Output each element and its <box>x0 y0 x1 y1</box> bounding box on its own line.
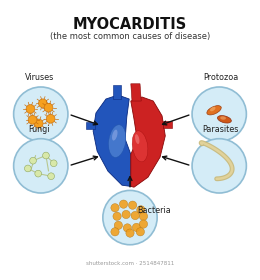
Circle shape <box>119 200 128 208</box>
Circle shape <box>192 139 246 193</box>
Circle shape <box>44 103 53 112</box>
Circle shape <box>46 115 55 123</box>
Circle shape <box>103 190 157 245</box>
Ellipse shape <box>108 125 126 157</box>
Circle shape <box>192 87 246 141</box>
Ellipse shape <box>220 116 226 120</box>
Circle shape <box>14 139 68 193</box>
Circle shape <box>50 160 57 167</box>
Circle shape <box>128 201 137 209</box>
Text: (the most common causes of disease): (the most common causes of disease) <box>50 32 210 41</box>
Circle shape <box>48 173 55 179</box>
Ellipse shape <box>217 116 231 123</box>
Text: Protozoa: Protozoa <box>203 73 238 82</box>
Circle shape <box>30 157 36 164</box>
Ellipse shape <box>135 134 139 144</box>
Circle shape <box>132 223 141 232</box>
Circle shape <box>137 206 145 214</box>
Polygon shape <box>131 97 165 187</box>
Ellipse shape <box>132 131 148 162</box>
Circle shape <box>111 228 119 236</box>
Circle shape <box>38 99 47 108</box>
Circle shape <box>139 212 148 220</box>
Circle shape <box>126 229 134 237</box>
Text: Parasites: Parasites <box>202 125 239 134</box>
Circle shape <box>26 104 35 113</box>
Polygon shape <box>93 95 131 186</box>
Circle shape <box>35 170 42 177</box>
Text: shutterstock.com · 2514847811: shutterstock.com · 2514847811 <box>86 261 174 266</box>
Circle shape <box>114 221 122 230</box>
Polygon shape <box>113 85 121 99</box>
Circle shape <box>24 165 31 172</box>
Circle shape <box>111 204 119 212</box>
Circle shape <box>139 220 148 228</box>
Circle shape <box>34 119 43 128</box>
Text: Fungi: Fungi <box>29 125 50 134</box>
Text: Bacteria: Bacteria <box>138 206 171 215</box>
Ellipse shape <box>210 107 216 111</box>
Ellipse shape <box>112 130 118 141</box>
Circle shape <box>136 228 145 236</box>
Circle shape <box>14 87 68 141</box>
Circle shape <box>131 211 139 220</box>
Circle shape <box>28 115 37 124</box>
Polygon shape <box>86 122 95 129</box>
Polygon shape <box>131 84 141 101</box>
Text: Viruses: Viruses <box>25 73 54 82</box>
Ellipse shape <box>207 106 221 115</box>
Circle shape <box>113 212 121 220</box>
Polygon shape <box>163 121 172 128</box>
Circle shape <box>123 224 132 232</box>
Circle shape <box>122 210 130 219</box>
Circle shape <box>43 152 49 159</box>
Text: MYOCARDITIS: MYOCARDITIS <box>73 17 187 32</box>
